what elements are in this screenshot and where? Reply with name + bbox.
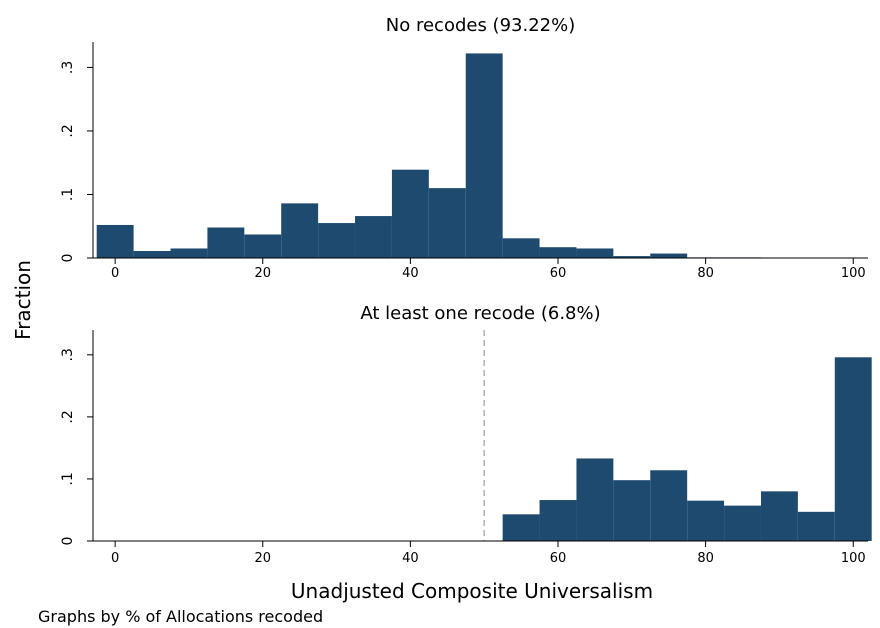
y-tick-label: .3 [60, 61, 76, 74]
histogram-bar [355, 216, 392, 258]
y-tick-label: .1 [60, 472, 76, 485]
panel-at-least-one-recode: At least one recode (6.8%) 0 .1 .2 .3 0 20 40 60… [60, 303, 872, 566]
histogram-bar [502, 238, 540, 258]
histogram-bar [613, 256, 651, 258]
histogram-bar [650, 470, 688, 541]
panel-title: No recodes (93.22%) [386, 15, 575, 36]
y-axis-label: Fraction [11, 260, 35, 340]
y-tick-label: .2 [60, 124, 76, 137]
histogram-bar [96, 224, 134, 258]
histogram-bar [760, 491, 798, 541]
x-tick-label: 40 [402, 551, 419, 566]
histogram-bar [687, 500, 725, 541]
histogram-bar [318, 223, 356, 258]
y-tick-label: .3 [60, 348, 76, 361]
x-tick-label: 60 [550, 551, 567, 566]
histogram-bar [502, 514, 540, 541]
x-tick-label: 100 [841, 551, 866, 566]
histogram-bar [244, 234, 282, 258]
x-tick-label: 20 [254, 266, 271, 281]
graph-note: Graphs by % of Allocations recoded [38, 607, 323, 626]
histogram-bar [133, 251, 171, 258]
histogram-bar [613, 480, 651, 541]
x-tick-label: 0 [111, 551, 119, 566]
x-tick-label: 80 [697, 551, 714, 566]
x-tick-label: 60 [550, 266, 567, 281]
y-tick-label: 0 [60, 537, 76, 546]
panel-title: At least one recode (6.8%) [360, 303, 600, 324]
histogram-bar [576, 248, 614, 258]
histogram-bar [465, 53, 503, 258]
x-tick-label: 0 [111, 266, 119, 281]
y-tick-label: 0 [60, 254, 76, 263]
histogram-bar [834, 357, 872, 541]
histogram-bar [650, 253, 688, 258]
histogram-bar [576, 458, 614, 541]
histogram-bar [391, 169, 429, 258]
x-axis-label: Unadjusted Composite Universalism [291, 579, 653, 603]
histogram-bar [724, 505, 761, 541]
y-tick-label: .1 [60, 188, 76, 201]
histogram-bar [428, 188, 466, 258]
histogram-bar [207, 227, 245, 258]
panel-no-recodes: No recodes (93.22%) 0 .1 .2 .3 0 20 40 60 80 100 [60, 15, 868, 281]
histogram-bar [170, 248, 208, 258]
x-tick-label: 20 [254, 551, 271, 566]
y-tick-label: .2 [60, 410, 76, 423]
x-tick-label: 40 [402, 266, 419, 281]
x-tick-label: 100 [841, 266, 866, 281]
x-tick-label: 80 [697, 266, 714, 281]
histogram-bar [539, 247, 577, 258]
histogram-bar [539, 500, 577, 541]
histogram-bar [281, 203, 319, 258]
histogram-bar [797, 511, 835, 541]
